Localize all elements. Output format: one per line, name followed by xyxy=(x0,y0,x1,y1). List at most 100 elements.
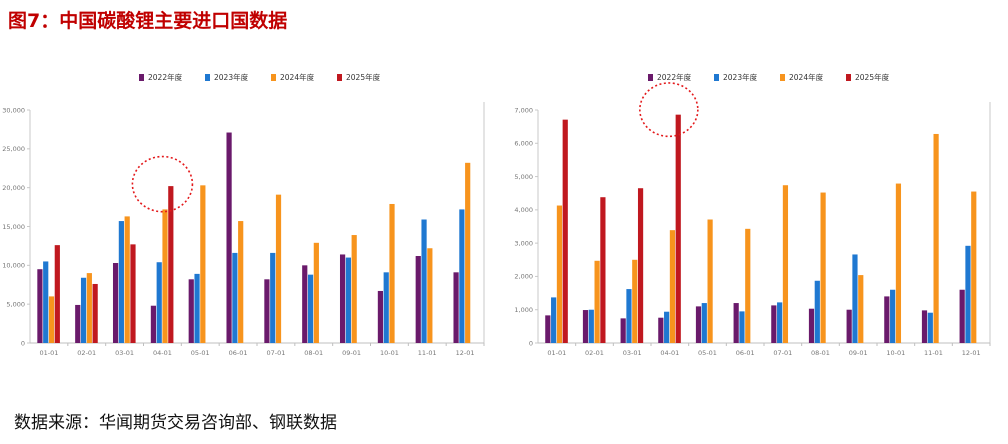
bar-2022年度-10-01 xyxy=(377,290,384,343)
bar-2022年度-03-01 xyxy=(112,263,119,343)
bar-2024年度-07-01 xyxy=(782,185,789,343)
bar-2023年度-10-01 xyxy=(383,272,389,343)
y-tick-label-0: 0 xyxy=(21,339,25,347)
x-tick-label-11: 12-01 xyxy=(962,349,981,357)
bar-2025年度-01-01 xyxy=(54,245,60,343)
x-tick-label-4: 05-01 xyxy=(698,349,717,357)
bar-2022年度-09-01 xyxy=(339,254,346,343)
legend-label-1: 2023年度 xyxy=(214,72,249,82)
bar-2024年度-04-01 xyxy=(669,230,676,343)
bar-2022年度-06-01 xyxy=(226,132,232,343)
bar-2024年度-09-01 xyxy=(351,235,357,343)
bar-2023年度-09-01 xyxy=(345,257,351,343)
bar-2022年度-03-01 xyxy=(620,318,626,343)
bar-2022年度-10-01 xyxy=(884,296,890,343)
bar-2022年度-02-01 xyxy=(582,310,589,343)
bar-2025年度-02-01 xyxy=(92,283,98,343)
bar-2022年度-05-01 xyxy=(695,306,702,343)
bar-2024年度-05-01 xyxy=(707,219,713,343)
highlight-circle xyxy=(639,82,699,138)
legend-swatch-3 xyxy=(337,74,342,81)
bar-2022年度-09-01 xyxy=(846,309,852,343)
x-tick-label-2: 03-01 xyxy=(623,349,642,357)
y-tick-label-4: 20,000 xyxy=(2,184,25,192)
y-tick-label-0: 0 xyxy=(529,339,533,347)
bar-2024年度-04-01 xyxy=(162,209,168,343)
bar-2022年度-02-01 xyxy=(75,304,81,343)
bar-2023年度-07-01 xyxy=(777,302,783,343)
bar-2023年度-09-01 xyxy=(852,254,858,343)
bar-2023年度-12-01 xyxy=(965,245,971,343)
bar-2022年度-01-01 xyxy=(37,269,43,343)
x-tick-label-3: 04-01 xyxy=(660,349,679,357)
y-tick-label-3: 15,000 xyxy=(2,223,25,231)
bar-2023年度-08-01 xyxy=(307,274,314,343)
x-tick-label-4: 05-01 xyxy=(191,349,210,357)
y-tick-label-5: 5,000 xyxy=(514,173,533,181)
bar-2022年度-12-01 xyxy=(959,289,965,343)
bar-2023年度-05-01 xyxy=(701,303,707,343)
x-tick-label-3: 04-01 xyxy=(153,349,172,357)
x-tick-label-0: 01-01 xyxy=(39,349,58,357)
x-tick-label-6: 07-01 xyxy=(773,349,792,357)
bar-2023年度-06-01 xyxy=(739,311,745,343)
bar-2023年度-04-01 xyxy=(156,262,162,343)
x-tick-label-2: 03-01 xyxy=(115,349,134,357)
source-note: 数据来源：华闻期货交易咨询部、钢联数据 xyxy=(14,413,337,433)
bar-2024年度-11-01 xyxy=(427,248,433,343)
bar-2024年度-08-01 xyxy=(313,242,319,343)
bar-2022年度-07-01 xyxy=(264,279,270,343)
bar-2023年度-08-01 xyxy=(814,280,820,343)
legend-swatch-2 xyxy=(780,74,785,81)
y-tick-label-6: 6,000 xyxy=(514,140,533,148)
bar-2022年度-07-01 xyxy=(771,305,777,343)
bar-2024年度-01-01 xyxy=(48,296,55,343)
right-bar-chart: 2022年度 2023年度 2024年度 2025年度 0 1,000 2,000 3,000… xyxy=(514,72,991,357)
bar-2024年度-06-01 xyxy=(745,228,751,343)
x-tick-label-5: 06-01 xyxy=(229,349,248,357)
bar-2022年度-01-01 xyxy=(545,315,551,343)
bar-2022年度-11-01 xyxy=(415,256,421,343)
bar-2024年度-06-01 xyxy=(238,221,244,343)
legend-swatch-0 xyxy=(648,74,653,81)
bar-2023年度-11-01 xyxy=(421,219,427,343)
legend: 2022年度 2023年度 2024年度 2025年度 xyxy=(139,72,381,82)
legend-label-2: 2024年度 xyxy=(789,72,824,82)
bar-2022年度-08-01 xyxy=(808,308,815,343)
bar-2024年度-12-01 xyxy=(465,162,471,343)
bar-2024年度-10-01 xyxy=(895,183,902,343)
bar-2023年度-01-01 xyxy=(43,261,49,343)
bar-2022年度-06-01 xyxy=(733,303,739,343)
bar-2025年度-02-01 xyxy=(600,197,606,343)
bar-2024年度-02-01 xyxy=(594,260,600,343)
legend-swatch-2 xyxy=(271,74,276,81)
bar-2024年度-10-01 xyxy=(389,203,395,343)
bar-2024年度-03-01 xyxy=(124,216,130,343)
figure-title: 图7：中国碳酸锂主要进口国数据 xyxy=(8,10,288,32)
bar-2023年度-02-01 xyxy=(588,309,594,343)
bar-2024年度-03-01 xyxy=(632,259,638,343)
bar-2024年度-09-01 xyxy=(858,275,864,343)
y-tick-label-2: 2,000 xyxy=(514,273,533,281)
bar-2023年度-06-01 xyxy=(232,252,238,343)
legend-label-0: 2022年度 xyxy=(148,72,183,82)
bar-2022年度-08-01 xyxy=(302,265,308,343)
x-tick-label-7: 08-01 xyxy=(304,349,323,357)
bar-2024年度-05-01 xyxy=(200,185,206,343)
highlight-circle xyxy=(131,155,194,213)
x-tick-label-7: 08-01 xyxy=(811,349,830,357)
x-tick-label-11: 12-01 xyxy=(456,349,475,357)
bar-2022年度-11-01 xyxy=(921,310,928,343)
bar-2024年度-08-01 xyxy=(820,192,826,343)
bar-2024年度-11-01 xyxy=(933,133,939,343)
bar-2024年度-07-01 xyxy=(275,194,282,343)
x-tick-label-5: 06-01 xyxy=(736,349,755,357)
x-tick-label-1: 02-01 xyxy=(77,349,96,357)
legend-swatch-1 xyxy=(714,74,719,81)
x-tick-label-0: 01-01 xyxy=(547,349,566,357)
y-tick-label-2: 10,000 xyxy=(2,262,25,270)
y-tick-label-7: 7,000 xyxy=(514,106,533,114)
bar-2023年度-01-01 xyxy=(551,297,557,343)
x-tick-label-9: 10-01 xyxy=(886,349,905,357)
bar-2025年度-04-01 xyxy=(168,186,174,343)
